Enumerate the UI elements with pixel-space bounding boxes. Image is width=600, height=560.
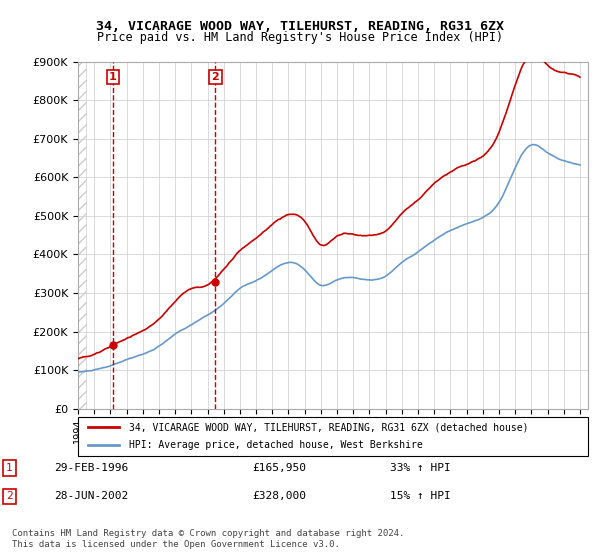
Text: 33% ↑ HPI: 33% ↑ HPI <box>390 463 451 473</box>
Text: 2: 2 <box>212 72 220 82</box>
Text: 29-FEB-1996: 29-FEB-1996 <box>54 463 128 473</box>
Text: 15% ↑ HPI: 15% ↑ HPI <box>390 491 451 501</box>
Text: 1: 1 <box>109 72 117 82</box>
Text: 34, VICARAGE WOOD WAY, TILEHURST, READING, RG31 6ZX (detached house): 34, VICARAGE WOOD WAY, TILEHURST, READIN… <box>129 422 529 432</box>
Text: £328,000: £328,000 <box>252 491 306 501</box>
Text: 34, VICARAGE WOOD WAY, TILEHURST, READING, RG31 6ZX: 34, VICARAGE WOOD WAY, TILEHURST, READIN… <box>96 20 504 32</box>
Text: £165,950: £165,950 <box>252 463 306 473</box>
Text: HPI: Average price, detached house, West Berkshire: HPI: Average price, detached house, West… <box>129 440 423 450</box>
Text: 2: 2 <box>6 491 13 501</box>
Text: Price paid vs. HM Land Registry's House Price Index (HPI): Price paid vs. HM Land Registry's House … <box>97 31 503 44</box>
Text: Contains HM Land Registry data © Crown copyright and database right 2024.
This d: Contains HM Land Registry data © Crown c… <box>12 529 404 549</box>
FancyBboxPatch shape <box>78 417 588 456</box>
Text: 28-JUN-2002: 28-JUN-2002 <box>54 491 128 501</box>
Text: 1: 1 <box>6 463 13 473</box>
